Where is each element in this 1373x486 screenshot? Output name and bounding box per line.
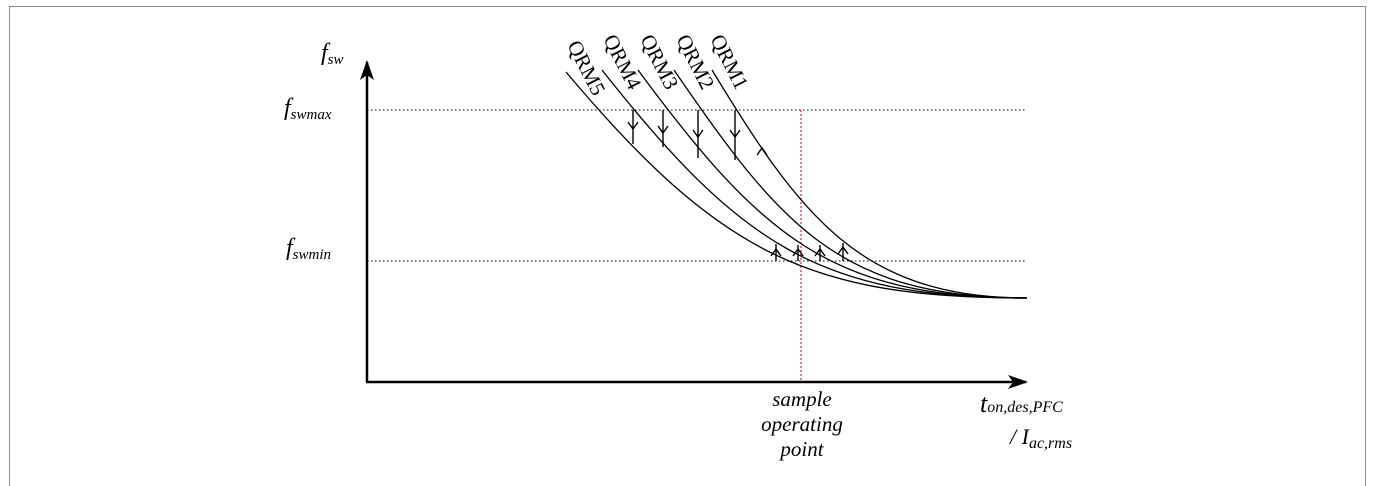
- x-axis-label-line2: / Iac,rms: [1008, 424, 1072, 452]
- operating-point-caption-3: point: [778, 437, 824, 461]
- fswmin-label: fswmin: [286, 235, 331, 263]
- x-axis-label-line1: ton,des,PFC: [980, 389, 1063, 418]
- fswmax-label: fswmax: [284, 95, 332, 123]
- curve-qrm4: [601, 69, 1028, 299]
- fswmin-transition-arrows: [770, 243, 849, 261]
- curve-qrm5: [565, 71, 1028, 299]
- operating-point-caption-1: sample: [772, 387, 832, 411]
- y-axis-label: fsw: [321, 40, 344, 68]
- qrm1-up-arrow: [756, 146, 768, 156]
- curve-qrm2: [673, 69, 1028, 299]
- curve-qrm1: [711, 69, 1028, 299]
- operating-point-caption-2: operating: [761, 412, 843, 436]
- curve-qrm3: [637, 69, 1028, 299]
- fswmax-transition-arrows: [627, 110, 741, 160]
- diagram-frame: [9, 6, 1366, 486]
